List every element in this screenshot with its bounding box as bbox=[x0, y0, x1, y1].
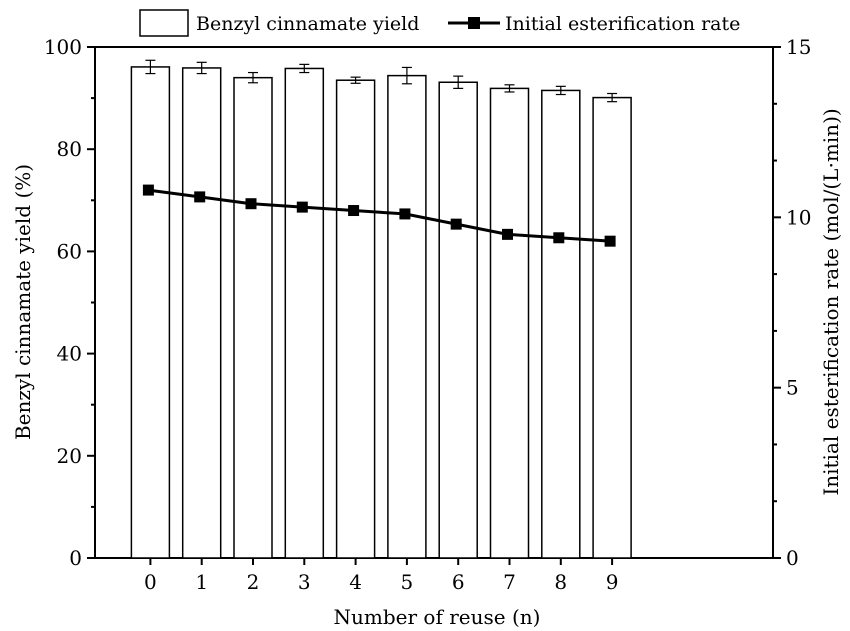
rate-point bbox=[502, 228, 513, 240]
rate-point bbox=[553, 232, 565, 244]
bar bbox=[387, 74, 427, 559]
y-right-tick-label: 5 bbox=[786, 376, 799, 400]
bar bbox=[284, 67, 325, 559]
y-left-axis-title: Benzyl cinnamate yield (%) bbox=[11, 164, 35, 440]
y-left-tick-label: 80 bbox=[57, 137, 82, 161]
legend-bar-label: Benzyl cinnamate yield bbox=[196, 13, 419, 35]
y-left-tick-label: 60 bbox=[57, 239, 82, 263]
plot-area: 0 20 40 60 80 100 0 5 10 15 0 1 2 3 4 5 6 7 8 9 bbox=[44, 35, 812, 594]
legend-line-label: Initial esterification rate bbox=[505, 13, 740, 35]
y-left-tick-label: 0 bbox=[69, 546, 82, 570]
bar bbox=[335, 79, 376, 559]
bar bbox=[489, 87, 530, 559]
y-right-tick-label: 15 bbox=[786, 35, 811, 59]
rate-point bbox=[604, 235, 616, 247]
x-tick-label: 9 bbox=[606, 570, 619, 594]
bar bbox=[181, 67, 222, 559]
legend: Benzyl cinnamate yield Initial esterific… bbox=[139, 9, 740, 37]
y-right-axis-title: Initial esterification rate (mol/(L·min)… bbox=[819, 108, 843, 495]
bar bbox=[130, 66, 171, 559]
x-axis-title: Number of reuse (n) bbox=[334, 605, 541, 629]
rate-line bbox=[148, 188, 611, 243]
rate-point bbox=[296, 201, 308, 213]
x-tick-label: 7 bbox=[503, 570, 516, 594]
x-tick-label: 2 bbox=[247, 570, 260, 594]
bar bbox=[233, 76, 273, 559]
legend-bar-swatch bbox=[139, 9, 189, 37]
legend-line-marker bbox=[468, 17, 480, 29]
x-tick-label: 4 bbox=[349, 570, 362, 594]
x-tick-label: 0 bbox=[144, 570, 157, 594]
rate-point bbox=[450, 218, 462, 230]
y-right-tick-label: 0 bbox=[786, 546, 799, 570]
rate-point bbox=[399, 208, 411, 220]
x-tick-label: 1 bbox=[195, 570, 208, 594]
bar bbox=[438, 81, 478, 559]
y-left-tick-label: 40 bbox=[57, 342, 82, 366]
y-left-tick-label: 100 bbox=[44, 35, 82, 59]
x-tick-label: 6 bbox=[452, 570, 465, 594]
x-tick-label: 3 bbox=[298, 570, 311, 594]
x-tick-label: 8 bbox=[554, 570, 567, 594]
x-tick-label: 5 bbox=[401, 570, 414, 594]
bar bbox=[541, 89, 581, 559]
y-right-tick-label: 10 bbox=[786, 205, 811, 229]
rate-point bbox=[142, 184, 154, 196]
rate-point bbox=[194, 191, 206, 203]
bar bbox=[592, 96, 632, 559]
rate-point bbox=[245, 198, 257, 210]
y-left-tick-label: 20 bbox=[57, 444, 82, 468]
rate-point bbox=[348, 205, 360, 217]
